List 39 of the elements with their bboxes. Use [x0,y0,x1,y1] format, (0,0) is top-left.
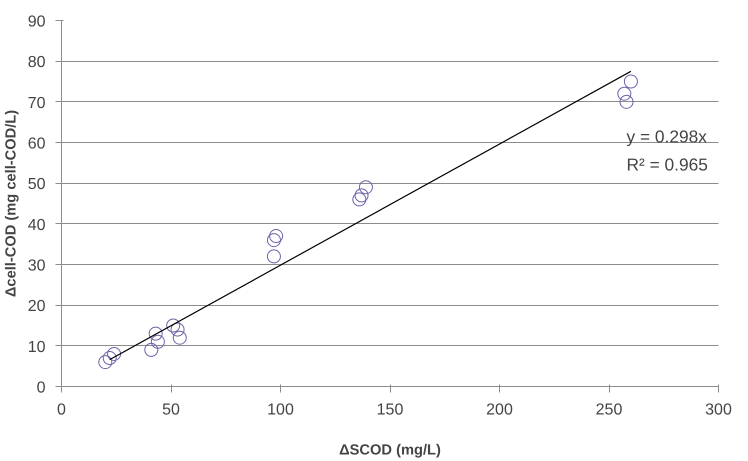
y-tick-label: 80 [28,54,46,72]
point [172,330,187,345]
annotation: R² = 0.965 [626,154,708,174]
y-tick-label: 40 [28,216,46,234]
x-tick-label: 50 [162,402,180,418]
point [266,249,281,264]
point [269,229,284,244]
point [352,192,366,206]
point [102,351,117,366]
x-tick-label: 0 [57,402,66,418]
point [354,188,369,202]
y-tick-label: 90 [28,14,46,30]
point [358,180,373,194]
point [617,86,632,101]
y-tick-label: 30 [28,258,46,274]
y-tick-label: 70 [28,94,46,112]
point [620,94,634,109]
y-tick-label: 60 [28,136,46,152]
x-axis-title: ΔSCOD (mg/L) [339,442,441,458]
y-axis-title: Δcell-COD (mg cell-COD/L) [4,110,20,298]
y-tick-label: 50 [28,176,46,194]
annotation: y = 0.298x [626,126,708,146]
point [624,74,638,88]
point [98,355,112,370]
point [144,342,158,357]
x-tick-label: 200 [486,402,513,418]
x-tick-label: 100 [267,402,294,418]
x-tick-label: 300 [705,402,732,418]
x-tick-label: 150 [376,402,404,418]
y-tick-label: 0 [36,380,46,396]
point [166,318,180,332]
point [266,233,281,248]
x-tick-label: 250 [596,402,622,418]
point [150,334,165,349]
y-tick-label: 20 [28,298,46,316]
point [148,326,163,341]
point [107,346,122,361]
point [170,322,185,337]
y-tick-label: 10 [28,338,46,356]
